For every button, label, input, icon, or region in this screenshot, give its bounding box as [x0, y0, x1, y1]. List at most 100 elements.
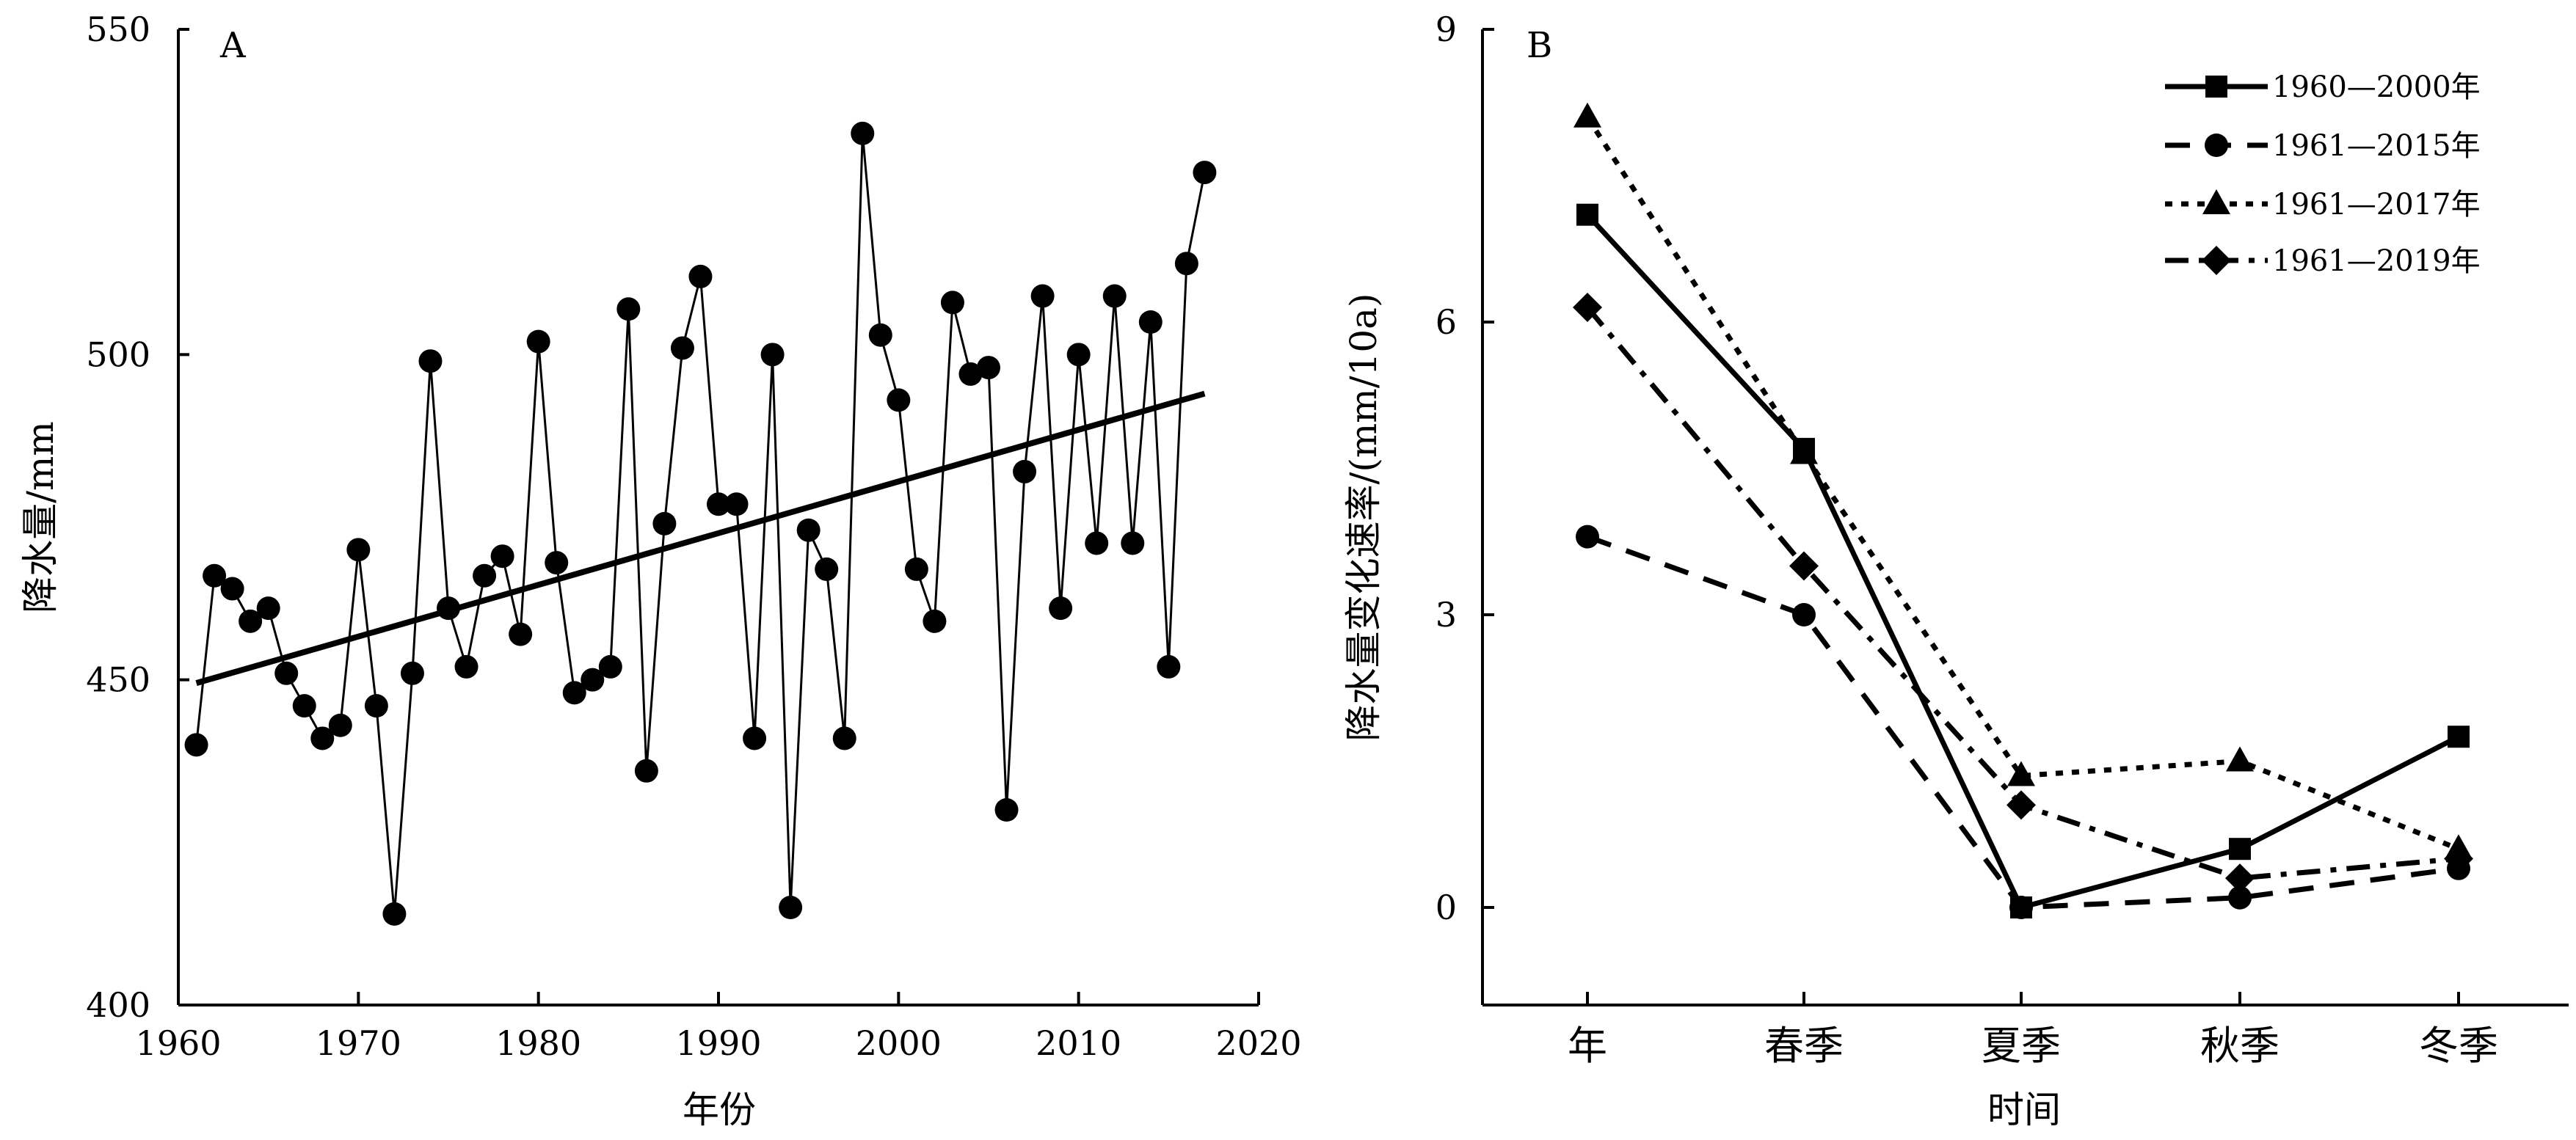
legend-marker-square [2205, 76, 2227, 98]
data-point-1992 [743, 726, 767, 750]
data-point-2017 [1193, 161, 1217, 185]
data-point-2003 [940, 291, 964, 315]
panel-b-x-axis-title: 时间 [1987, 1089, 2061, 1131]
data-point-1967 [292, 694, 316, 718]
data-point-1991 [724, 492, 749, 516]
data-point-1982 [562, 681, 586, 705]
panel-b-x-ticks: 年 春季 夏季 秋季 冬季 [1568, 992, 2498, 1069]
data-point-2004 [958, 362, 983, 386]
y-tick-label: 9 [1436, 10, 1457, 49]
legend-label: 1961—2015年 [2272, 129, 2481, 163]
data-point-1995 [796, 518, 821, 542]
panel-a-x-axis-title: 年份 [683, 1089, 756, 1131]
data-point-1976 [454, 654, 479, 679]
data-point-1998 [851, 121, 875, 145]
data-point-1994 [779, 896, 803, 919]
series-line [1586, 534, 2459, 910]
panel-a: A 400 450 500 550 1960 1970 1980 1990 2000 2010 2… [19, 10, 1302, 1131]
y-tick-label: 450 [86, 660, 150, 700]
data-point-2008 [1030, 284, 1055, 308]
data-point-1983 [581, 668, 605, 692]
x-tick-label: 冬季 [2419, 1023, 2498, 1069]
panel-b: B 0369 年春季 夏季 秋季 冬季 1960—2000年1961—2015年196… [1342, 10, 2569, 1131]
data-point-diamond [2444, 844, 2473, 874]
y-tick-label: 550 [86, 10, 150, 49]
data-point-1977 [473, 563, 497, 588]
data-point-square [2448, 726, 2470, 748]
data-point-1961 [184, 733, 208, 757]
legend-label: 1961—2019年 [2272, 244, 2481, 278]
data-point-1972 [382, 902, 407, 926]
data-point-1968 [310, 726, 335, 750]
x-tick-label: 1990 [675, 1023, 761, 1063]
x-tick-label: 1970 [316, 1023, 401, 1063]
data-point-diamond [2006, 790, 2036, 820]
data-point-2007 [1013, 459, 1037, 483]
data-point-1963 [220, 577, 244, 601]
panel-a-trend [195, 390, 1206, 686]
data-point-1988 [670, 336, 694, 360]
x-tick-label: 1960 [135, 1023, 221, 1063]
data-point-circle [1576, 525, 1599, 549]
x-tick-label: 夏季 [1982, 1023, 2061, 1069]
data-point-circle [2009, 896, 2033, 919]
data-point-1962 [203, 563, 227, 588]
trend-line [195, 390, 1206, 686]
data-point-1987 [652, 511, 677, 536]
data-point-2014 [1138, 310, 1163, 334]
data-point-1978 [490, 544, 514, 569]
data-point-1979 [509, 622, 533, 646]
y-tick-label: 500 [86, 335, 150, 374]
panel-a-y-ticks: 400 450 500 550 [86, 10, 189, 1025]
x-tick-label: 秋季 [2200, 1023, 2280, 1069]
data-point-1985 [616, 297, 641, 321]
data-point-2013 [1121, 531, 1145, 555]
data-point-triangle [2226, 746, 2254, 772]
data-point-diamond [2225, 863, 2255, 894]
panel-a-x-ticks: 1960 1970 1980 1990 2000 2010 2020 [135, 992, 1302, 1063]
x-tick-label: 春季 [1764, 1023, 1844, 1069]
legend-marker-diamond [2202, 246, 2231, 275]
panel-letter-b: B [1527, 25, 1552, 66]
y-tick-label: 3 [1436, 595, 1457, 635]
data-point-diamond [1573, 293, 1602, 323]
data-point-1964 [239, 609, 263, 633]
data-point-1965 [256, 596, 280, 621]
x-tick-label: 2010 [1036, 1023, 1121, 1063]
data-point-1969 [328, 713, 352, 737]
legend-marker-circle [2205, 134, 2228, 157]
data-point-diamond [1789, 551, 1819, 581]
panel-b-series [1573, 102, 2473, 919]
data-point-2010 [1066, 343, 1091, 367]
data-point-2002 [923, 609, 947, 633]
precipitation-line [195, 133, 1206, 914]
series-line [1585, 115, 2460, 852]
panel-b-y-ticks: 0 3 6 9 [1436, 10, 1494, 927]
series-2 [1576, 525, 2470, 919]
legend-label: 1960—2000年 [2272, 70, 2481, 104]
data-point-1986 [634, 759, 658, 783]
panel-b-y-axis-title: 降水量变化速率/(mm/10a) [1342, 293, 1385, 742]
data-point-1996 [815, 557, 839, 581]
data-point-1975 [437, 596, 460, 621]
data-point-1966 [274, 661, 299, 685]
data-point-triangle [1790, 439, 1818, 464]
data-point-2012 [1102, 284, 1127, 308]
x-tick-label: 2020 [1215, 1023, 1301, 1063]
data-point-1981 [545, 551, 569, 575]
series-4 [1573, 293, 2473, 894]
legend-label: 1961—2017年 [2272, 188, 2481, 222]
data-point-1999 [868, 323, 892, 347]
data-point-2006 [994, 798, 1019, 822]
data-point-triangle [1573, 102, 1601, 128]
panel-b-legend: 1960—2000年 1961—2015年 1961—2017年 1961—2019年 [2165, 70, 2481, 278]
data-point-2001 [904, 557, 928, 581]
data-point-2009 [1049, 596, 1073, 621]
data-point-2000 [887, 388, 911, 412]
data-point-1984 [598, 654, 622, 679]
data-point-1993 [760, 343, 785, 367]
y-tick-label: 6 [1436, 302, 1457, 342]
data-point-1970 [346, 538, 371, 562]
data-point-2011 [1085, 531, 1109, 555]
